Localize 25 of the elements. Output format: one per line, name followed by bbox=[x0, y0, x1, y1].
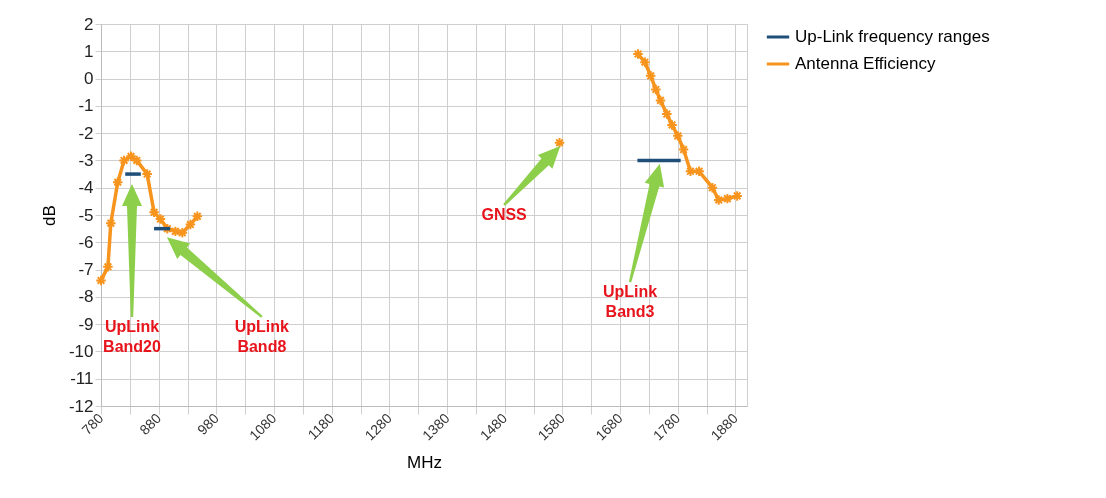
y-axis-title: dB bbox=[39, 205, 59, 226]
y-tick-label: -11 bbox=[70, 369, 94, 389]
annotation: UpLink Band20 bbox=[103, 317, 162, 355]
legend-label: Up-Link frequency ranges bbox=[795, 27, 990, 46]
annotation: GNSS bbox=[481, 205, 528, 223]
y-tick-label: -8 bbox=[78, 287, 94, 307]
x-tick-label: 980 bbox=[193, 409, 222, 438]
y-tick-label: -10 bbox=[68, 341, 94, 361]
legend-label: Antenna Efficiency bbox=[795, 54, 936, 73]
y-tick-label: 1 bbox=[84, 41, 94, 61]
x-axis-title: MHz bbox=[407, 453, 442, 473]
y-tick-label: -6 bbox=[78, 232, 94, 252]
y-tick-label: -12 bbox=[68, 396, 94, 416]
y-tick-label: -4 bbox=[78, 178, 94, 198]
y-tick-label: 0 bbox=[84, 69, 94, 89]
y-tick-label: -1 bbox=[78, 96, 94, 116]
y-tick-label: 2 bbox=[84, 14, 94, 34]
y-tick-label: -7 bbox=[78, 260, 94, 280]
y-tick-label: -2 bbox=[78, 123, 94, 143]
x-tick-label: 880 bbox=[136, 409, 165, 438]
y-tick-label: -9 bbox=[78, 314, 94, 334]
annotation: UpLink Band3 bbox=[602, 283, 658, 321]
y-tick-label: -5 bbox=[78, 205, 94, 225]
annotation: UpLink Band8 bbox=[234, 317, 290, 355]
y-tick-label: -3 bbox=[78, 150, 94, 170]
